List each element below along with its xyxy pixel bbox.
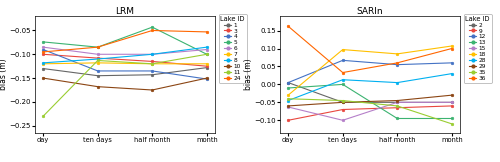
Title: LRM: LRM [116,7,134,16]
Y-axis label: bias (m): bias (m) [0,59,8,90]
Title: SARIn: SARIn [356,7,384,16]
Y-axis label: bias (m): bias (m) [244,59,253,90]
Legend: 1, 3, 4, 5, 6, 7, 8, 10, 11, 24: 1, 3, 4, 5, 6, 7, 8, 10, 11, 24 [218,14,246,83]
Legend: 2, 9, 12, 13, 15, 18, 28, 29, 35, 36: 2, 9, 12, 13, 15, 18, 28, 29, 35, 36 [464,14,491,83]
